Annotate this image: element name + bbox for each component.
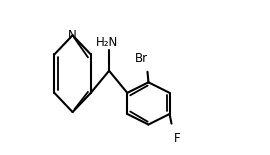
Text: N: N <box>68 29 77 42</box>
Text: Br: Br <box>135 52 148 65</box>
Text: H₂N: H₂N <box>96 36 118 49</box>
Text: F: F <box>174 132 181 145</box>
